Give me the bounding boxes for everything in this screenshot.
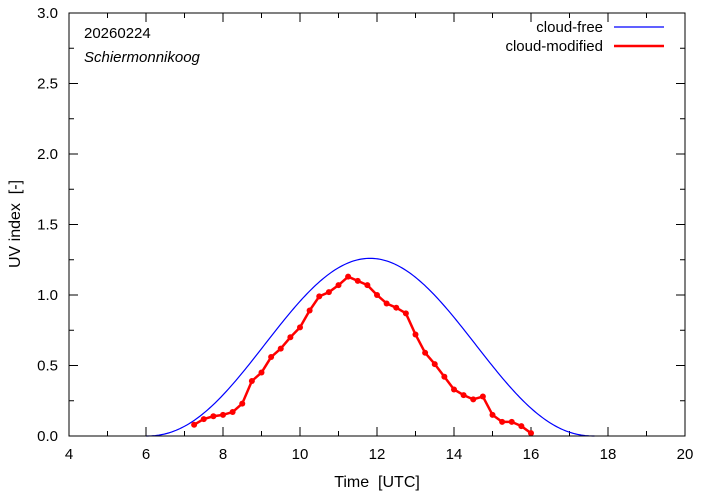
x-tick-label: 14 (446, 446, 463, 463)
cloud-modified-point (499, 418, 506, 425)
x-tick-label: 16 (523, 446, 540, 463)
location-label: Schiermonnikoog (84, 49, 201, 66)
x-tick-label: 4 (65, 446, 73, 463)
cloud-modified-point (470, 396, 477, 403)
x-tick-label: 18 (600, 446, 617, 463)
cloud-modified-point (345, 273, 352, 280)
cloud-modified-point (220, 411, 226, 418)
x-tick-label: 6 (142, 446, 150, 463)
cloud-modified-point (200, 416, 207, 423)
plot-frame (68, 12, 686, 437)
cloud-free-line (145, 257, 595, 437)
cloud-modified-point (441, 373, 448, 380)
y-tick-label: 2.0 (37, 146, 58, 163)
cloud-modified-line (193, 275, 532, 435)
cloud-modified-point (364, 282, 371, 289)
x-tick-label: 20 (677, 446, 694, 463)
cloud-modified-point (422, 349, 429, 356)
cloud-modified-point (229, 409, 236, 416)
cloud-modified-point (508, 418, 515, 425)
cloud-free-series (145, 257, 595, 437)
cloud-modified-point (402, 310, 409, 317)
y-tick-label: 1.0 (37, 287, 58, 304)
y-tick-label: 0.5 (37, 358, 58, 375)
y-tick-labels: 0.0 0.5 1.0 1.5 2.0 2.5 3.0 (37, 5, 58, 445)
cloud-modified-point (306, 307, 313, 314)
cloud-modified-point (325, 289, 332, 296)
cloud-modified-point (191, 421, 198, 428)
x-tick-label: 10 (292, 446, 309, 463)
cloud-modified-point (297, 324, 303, 331)
cloud-modified-point (239, 400, 246, 407)
y-tick-label: 1.5 (37, 217, 58, 234)
cloud-modified-point (393, 304, 400, 311)
cloud-modified-point (374, 292, 380, 298)
cloud-modified-point (431, 361, 438, 368)
legend: cloud-free cloud-modified (505, 19, 664, 55)
cloud-modified-point (277, 345, 284, 352)
cloud-modified-point (335, 282, 342, 289)
y-tick-label: 0.0 (37, 428, 58, 445)
axis-ticks (68, 12, 686, 437)
y-tick-label: 2.5 (37, 76, 58, 93)
cloud-modified-point (412, 331, 419, 338)
x-tick-label: 12 (369, 446, 386, 463)
x-tick-label: 8 (219, 446, 227, 463)
cloud-modified-point (518, 423, 525, 430)
cloud-modified-point (479, 393, 486, 400)
cloud-modified-point (268, 354, 275, 361)
cloud-modified-point (383, 300, 390, 307)
cloud-modified-point (528, 430, 534, 437)
cloud-modified-point (248, 378, 255, 385)
cloud-modified-point (210, 413, 217, 420)
y-tick-label: 3.0 (37, 5, 58, 22)
cloud-modified-point (354, 277, 361, 284)
cloud-modified-point (316, 293, 323, 300)
legend-label-cloud-free: cloud-free (536, 19, 603, 36)
x-axis-label: Time [UTC] (334, 474, 420, 491)
cloud-modified-point (287, 334, 294, 341)
cloud-modified-point (451, 386, 457, 393)
cloud-modified-point (460, 392, 467, 399)
legend-label-cloud-modified: cloud-modified (505, 38, 603, 55)
cloud-modified-series (191, 273, 534, 437)
cloud-modified-point (489, 411, 496, 418)
cloud-modified-point (258, 369, 265, 376)
x-tick-labels: 4 6 8 10 12 14 16 18 20 (65, 446, 694, 463)
date-label: 20260224 (84, 25, 151, 42)
y-axis-label: UV index [-] (7, 180, 24, 268)
